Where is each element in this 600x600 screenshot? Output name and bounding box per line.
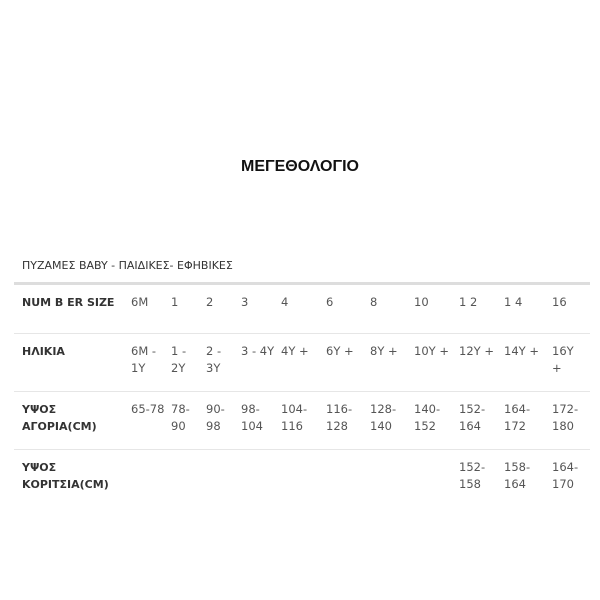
row-label: ΥΨΟΣ ΚΟΡΙΤΣΙΑ(CM) [22,461,109,491]
table-cell: 4Y + [281,333,326,392]
table-cell: 90-98 [206,391,241,450]
table-cell: 158-164 [504,460,531,491]
table-cell: 104-116 [281,391,326,450]
table-cell [206,450,241,508]
table-cell: 78-90 [171,391,206,450]
table-cell: 172-180 [552,391,590,450]
table-cell [241,450,281,508]
table-cell: 116-128 [326,391,370,450]
table-cell [326,450,370,508]
page-title: ΜΕΓΕΘΟΛΟΓΙΟ [241,158,359,175]
table-cell: 98-104 [241,391,281,450]
table-cell: 1 4 [504,283,552,334]
table-cell: 1 2 [459,283,504,334]
table-cell: 16 [552,283,590,334]
table-cell: 152-164 [459,391,504,450]
table-cell: 164-172 [504,391,552,450]
table-cell [171,450,206,508]
table-cell: 140-152 [414,391,459,450]
table-cell: 8Y + [370,333,414,392]
table-cell: 12Y + [459,333,504,392]
table-cell: 3 - 4Y [241,333,281,392]
table-cell: 16Y + [552,333,590,392]
table-caption: ΠΥΖΑΜΕΣ BABY - ΠΑΙΔΙΚΕΣ- ΕΦΗΒΙΚΕΣ [22,259,233,272]
table-cell: 4 [281,283,326,334]
table-row: ΥΨΟΣ ΚΟΡΙΤΣΙΑ(CM) 152-158 158-164 164-170 [14,450,590,508]
row-label: ΗΛΙΚΙΑ [14,333,131,392]
table-cell: 164-170 [552,460,579,491]
table-cell [414,450,459,508]
table-row: ΗΛΙΚΙΑ 6M - 1Y 1 - 2Y 2 - 3Y 3 - 4Y 4Y +6Y +8… [14,333,590,392]
table-cell: 128-140 [370,391,414,450]
row-label: NUM B ER SIZE [14,283,131,334]
table-cell: 1 [171,283,206,334]
table-cell: 6 [326,283,370,334]
table-cell: 3 [241,283,281,334]
table-cell: 152-158 [459,460,486,491]
table-cell: 10 [414,283,459,334]
table-cell [370,450,414,508]
table-cell: 1 - 2Y [171,333,206,392]
table-cell: 6Y + [326,333,370,392]
table-cell [131,450,171,508]
table-cell: 2 - 3Y [206,333,241,392]
table-cell: 6M [131,283,171,334]
row-label: ΥΨΟΣ ΑΓΟΡΙΑ(CM) [14,391,131,450]
table-cell [281,450,326,508]
table-row: ΥΨΟΣ ΑΓΟΡΙΑ(CM) 65-78 78-90 90-98 98-104 104-… [14,391,590,450]
table-cell: 6M - 1Y [131,333,171,392]
table-cell: 14Y + [504,333,552,392]
table-cell: 65-78 [131,391,171,450]
table-cell: 2 [206,283,241,334]
table-cell: 10Y + [414,333,459,392]
table-cell: 8 [370,283,414,334]
